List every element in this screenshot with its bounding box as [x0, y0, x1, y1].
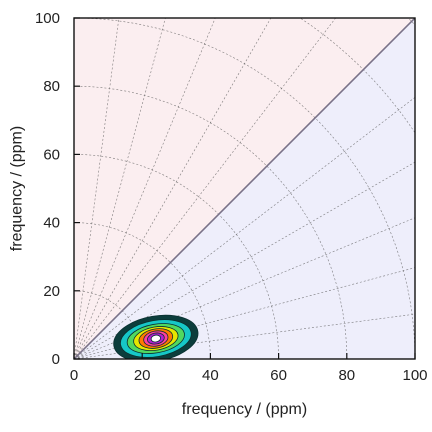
x-tick-label: 40: [202, 367, 219, 384]
contour-level-8: [150, 334, 161, 343]
grid-arc: [74, 85, 348, 359]
grid-ray: [74, 161, 415, 359]
x-tick-label: 60: [270, 367, 287, 384]
y-tick-label: 80: [43, 78, 60, 95]
grid-arc: [74, 18, 415, 359]
x-tick-label: 100: [402, 367, 427, 384]
y-tick-label: 100: [35, 10, 60, 27]
plot-frame: [73, 17, 416, 360]
y-tick-label: 20: [43, 283, 60, 300]
axis-ticks: 0 20 40 60 80 100 0 20 40 60 80 100: [35, 10, 428, 384]
y-tick-label: 40: [43, 215, 60, 232]
x-tick-label: 80: [338, 367, 355, 384]
y-axis-title: frequency / (ppm): [9, 126, 26, 251]
diagonal-line: [74, 18, 415, 359]
x-tick-label: 0: [70, 367, 78, 384]
grid-arc: [74, 222, 211, 359]
peak-contours: [113, 314, 199, 359]
grid-ray: [74, 96, 415, 359]
grid-ray: [74, 18, 166, 359]
x-tick-label: 20: [134, 367, 151, 384]
polar-grid: [74, 18, 415, 359]
x-axis-title: frequency / (ppm): [182, 401, 307, 418]
y-tick-label: 60: [43, 146, 60, 163]
y-tick-label: 0: [52, 351, 60, 368]
axes-frame: [73, 17, 416, 360]
grid-ray: [74, 18, 120, 359]
